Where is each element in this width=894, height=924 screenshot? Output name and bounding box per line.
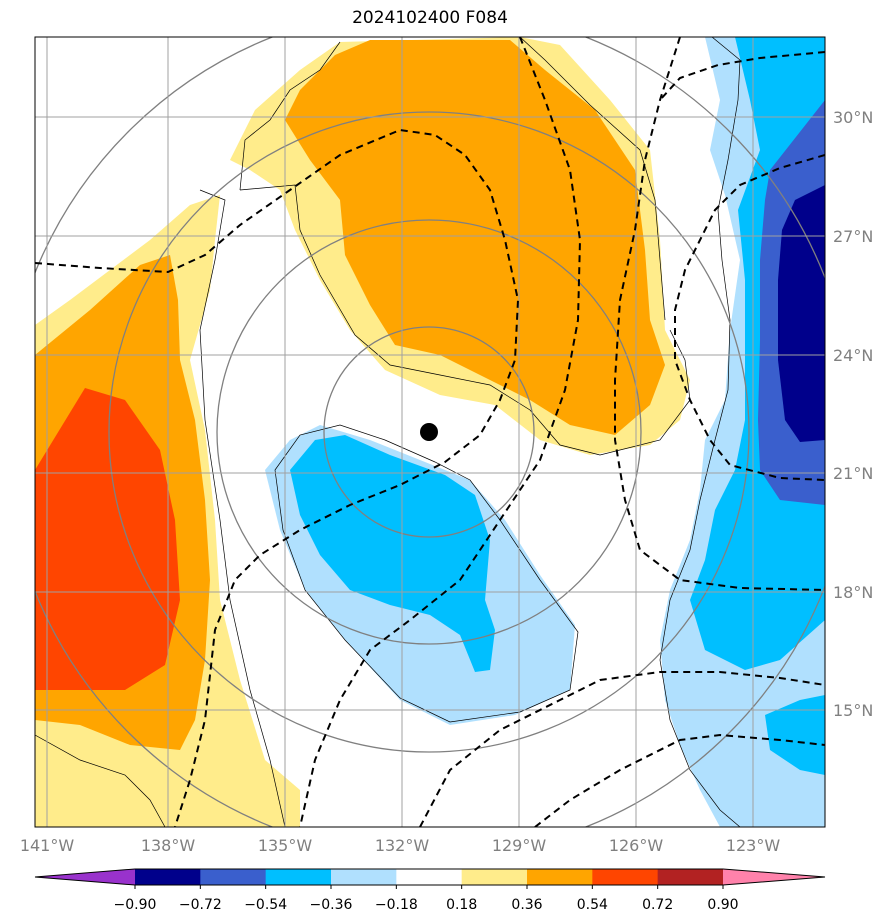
lon-label-126: 126°W (609, 836, 664, 855)
colorbar: −0.90 −0.72 −0.54 −0.36 −0.18 0.18 0.36 0.54 0.7… (34, 868, 826, 913)
colorbar-tick-label: 0.36 (511, 897, 542, 913)
colorbar-ticks: −0.90 −0.72 −0.54 −0.36 −0.18 0.18 0.36 0.54 0.7… (114, 885, 739, 913)
colorbar-tick-label: 0.18 (446, 897, 477, 913)
colorbar-tick-label: 0.90 (707, 897, 738, 913)
anomaly-red-west (35, 388, 180, 690)
lat-labels: 30°N 27°N 24°N 21°N 18°N 15°N (833, 108, 873, 720)
colorbar-tick-label: −0.72 (179, 897, 222, 913)
lat-label-27: 27°N (833, 227, 873, 246)
lat-label-30: 30°N (833, 108, 873, 127)
lon-label-141: 141°W (20, 836, 75, 855)
colorbar-swatch (592, 869, 659, 885)
storm-center-marker (420, 423, 438, 441)
colorbar-swatch (396, 869, 463, 885)
range-rings (35, 37, 825, 827)
colorbar-tick-label: −0.54 (244, 897, 287, 913)
lon-label-138: 138°W (141, 836, 196, 855)
lat-label-18: 18°N (833, 583, 873, 602)
lon-label-132: 132°W (375, 836, 430, 855)
map-plot-area (35, 37, 825, 827)
colorbar-tick-label: −0.18 (375, 897, 418, 913)
lon-label-123: 123°W (726, 836, 781, 855)
lon-labels: 141°W 138°W 135°W 132°W 129°W 126°W 123°… (20, 836, 781, 855)
colorbar-tick-label: −0.36 (310, 897, 353, 913)
colorbar-swatch (200, 869, 267, 885)
colorbar-swatch (265, 869, 332, 885)
colorbar-extend-max (723, 869, 825, 885)
lat-label-21: 21°N (833, 464, 873, 483)
colorbar-swatch (461, 869, 528, 885)
colorbar-extend-min (35, 869, 135, 885)
colorbar-tick-label: 0.72 (642, 897, 673, 913)
anomaly-navy-east (778, 185, 825, 442)
lon-label-129: 129°W (492, 836, 547, 855)
anomaly-blue-southeast (765, 695, 825, 775)
colorbar-swatches (35, 869, 825, 885)
thin-outline-contours (35, 37, 741, 827)
colorbar-swatch (657, 869, 724, 885)
colorbar-tick-label: −0.90 (114, 897, 157, 913)
lat-label-24: 24°N (833, 346, 873, 365)
dashed-contours (35, 37, 825, 827)
colorbar-swatch (135, 869, 201, 885)
map-title: 2024102400 F084 (352, 8, 508, 28)
anomaly-blue-central (290, 435, 495, 672)
map-frame (34, 36, 826, 828)
colorbar-tick-label: 0.54 (577, 897, 608, 913)
lon-label-135: 135°W (258, 836, 313, 855)
lat-label-15: 15°N (833, 701, 873, 720)
colorbar-swatch (331, 869, 397, 885)
graticule (35, 37, 825, 827)
colorbar-swatch (527, 869, 593, 885)
